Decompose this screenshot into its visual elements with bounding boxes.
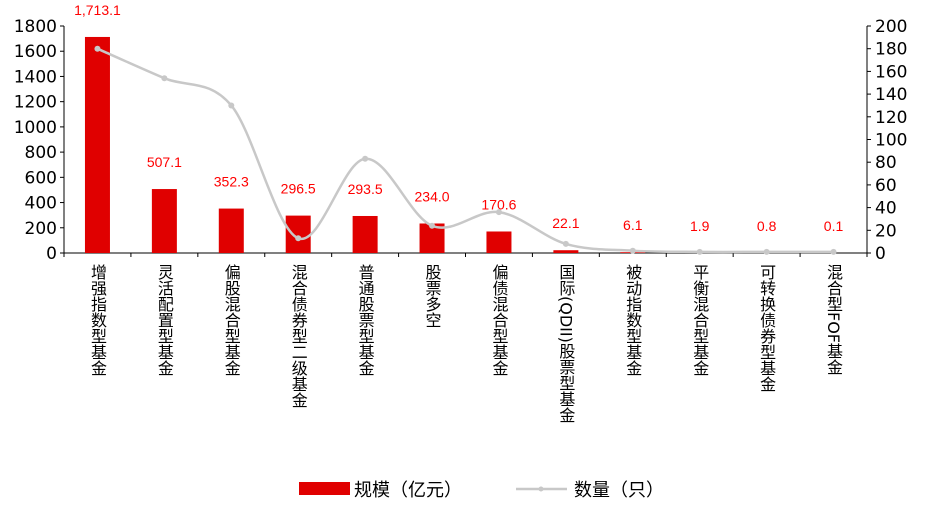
legend-line-label: 数量（只） (574, 480, 664, 501)
y-left-tick-label: 1400 (14, 67, 57, 87)
line-point (629, 247, 636, 254)
y-right-tick-label: 180 (875, 40, 907, 60)
x-category-label: 股票多空 (423, 264, 442, 328)
bar-data-label: 0.1 (824, 218, 844, 234)
category-labels: 增强指数型基金 灵活配置型基金 偏股混合型基金 混合债券型二级基金 普通股票型基金 股票多… (88, 264, 843, 423)
line-point (562, 240, 569, 247)
y-right-tick-label: 80 (875, 153, 897, 173)
x-category-label: 国际(QDII)股票型基金 (556, 264, 575, 423)
x-category-label: 增强指数型基金 (88, 264, 107, 376)
bar (151, 189, 177, 253)
y-right-tick-label: 160 (875, 62, 907, 82)
line-point (495, 209, 502, 216)
x-category-label: 被动指数型基金 (623, 264, 642, 376)
x-category-label: 平衡混合型基金 (690, 264, 709, 376)
y-left-tick-label: 1800 (14, 17, 57, 37)
line-point (429, 222, 436, 229)
line-point (830, 248, 837, 255)
bar-series (84, 36, 847, 253)
y-left-tick-label: 1600 (14, 42, 57, 62)
x-category-label: 混合债券型二级基金 (289, 264, 308, 408)
bar (285, 215, 311, 253)
line-point (696, 248, 703, 255)
y-right-tick-label: 200 (875, 17, 907, 37)
legend: 规模（亿元） 数量（只） (299, 480, 664, 501)
bar (84, 36, 110, 253)
bar-data-label: 170.6 (481, 196, 516, 212)
y-right-tick-label: 0 (875, 244, 886, 264)
bar (486, 231, 512, 253)
bar-data-label: 352.3 (214, 174, 249, 190)
line-point (228, 102, 235, 109)
count-line (96, 47, 834, 254)
y-left-tick-label: 0 (46, 244, 57, 264)
y-right-tick-label: 120 (875, 108, 907, 128)
bar-data-label: 0.8 (757, 218, 777, 234)
bar (352, 215, 378, 253)
bar-data-label: 296.5 (281, 181, 316, 197)
bar (553, 250, 579, 253)
bar-data-label: 234.0 (415, 188, 450, 204)
y-left-tick-label: 400 (25, 194, 57, 214)
y-right-tick-label: 140 (875, 85, 907, 105)
x-category-label: 可转换债券型基金 (757, 264, 776, 392)
legend-line-marker (538, 486, 544, 492)
line-point (94, 45, 101, 52)
y-left-tick-label: 200 (25, 219, 57, 239)
bar (218, 208, 244, 253)
x-category-label: 偏债混合型基金 (489, 264, 508, 376)
legend-bar-swatch (299, 482, 350, 495)
bar-data-label: 22.1 (552, 215, 579, 231)
x-category-label: 普通股票型基金 (356, 264, 375, 376)
y-left-tick-label: 800 (25, 143, 57, 163)
y-right-tick-label: 40 (875, 199, 897, 219)
bar-data-label: 1,713.1 (74, 2, 121, 18)
legend-bar-label: 规模（亿元） (354, 480, 462, 501)
bar-data-label: 1.9 (690, 218, 710, 234)
y-right-tick-label: 60 (875, 176, 897, 196)
line-point (161, 75, 168, 82)
line-point (362, 155, 369, 162)
x-category-label: 混合型FOF基金 (824, 264, 843, 375)
y-left-tick-label: 1200 (14, 93, 57, 113)
data-labels: 1,713.1 507.1 352.3 296.5 293.5 234.0 170.6 22.… (74, 2, 843, 234)
line-point (295, 235, 302, 242)
bar-data-label: 6.1 (623, 217, 643, 233)
y-left-tick-label: 1000 (14, 118, 57, 138)
x-category-label: 偏股混合型基金 (222, 264, 241, 376)
bar-data-label: 507.1 (147, 154, 182, 170)
y-right-tick-label: 100 (875, 131, 907, 151)
y-left-tick-label: 600 (25, 168, 57, 188)
bar-data-label: 293.5 (348, 181, 383, 197)
line-series (94, 45, 837, 255)
y-right-tick-label: 20 (875, 221, 897, 241)
x-category-label: 灵活配置型基金 (155, 264, 174, 376)
line-point (763, 248, 770, 255)
